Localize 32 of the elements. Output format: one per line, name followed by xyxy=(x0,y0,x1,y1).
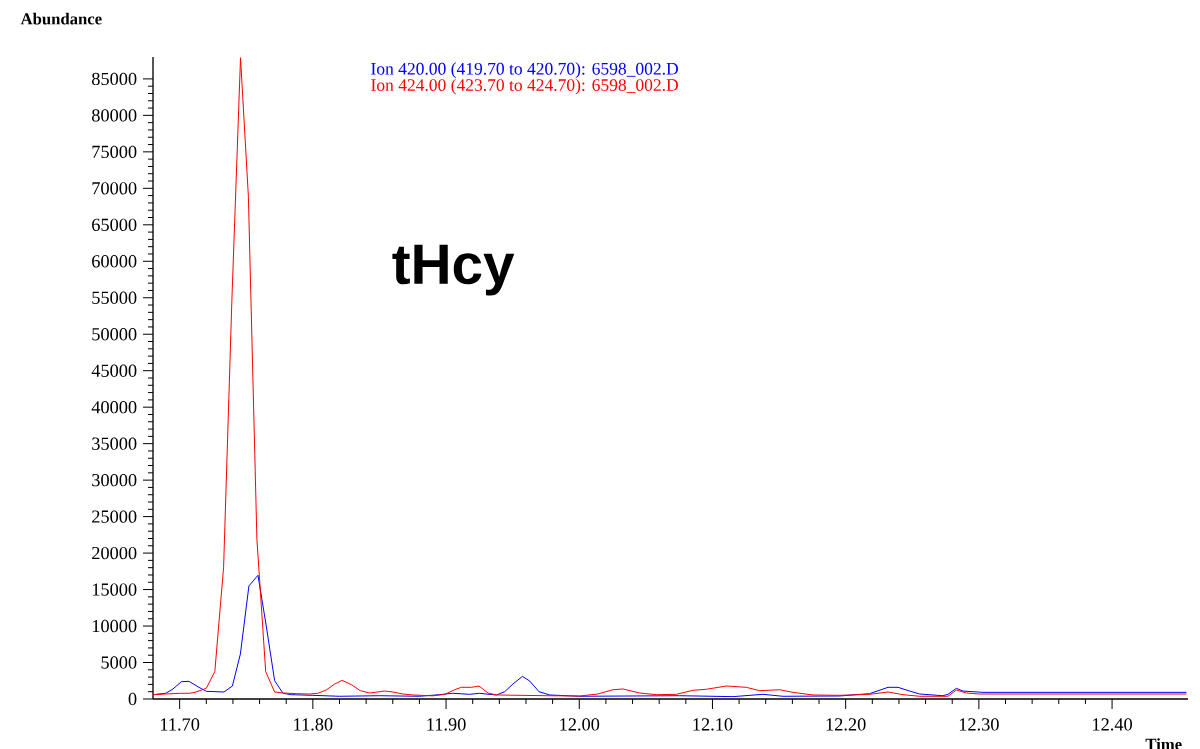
x-tick-label: 12.30 xyxy=(959,718,999,731)
x-tick-label: 12.10 xyxy=(693,718,733,731)
x-tick-label: 11.90 xyxy=(427,718,466,731)
y-tick-label: 65000 xyxy=(92,218,137,231)
x-tick-label: 11.70 xyxy=(160,718,200,731)
y-tick-label: 35000 xyxy=(92,437,137,450)
x-tick-label: 12.40 xyxy=(1093,718,1132,731)
x-axis-title: Time xyxy=(1145,738,1182,749)
x-tick-label: 12.00 xyxy=(560,718,600,731)
text: Ion 424.00 (423.70 to 424.70): 6598_002.D xyxy=(371,78,678,95)
y-tick-label: 75000 xyxy=(92,145,137,159)
y-tick-label: 5000 xyxy=(101,656,137,669)
y-tick-label: 85000 xyxy=(91,72,137,86)
y-tick-label: 25000 xyxy=(92,510,137,523)
text: Ion 420.00 (419.70 to 420.70): 6598_002.D xyxy=(371,62,678,79)
x-tick-label: 12.20 xyxy=(826,718,866,731)
y-tick-label: 20000 xyxy=(92,546,137,560)
annotation: tHcy xyxy=(392,244,515,296)
y-tick-label: 15000 xyxy=(92,583,137,596)
y-axis-title: Abundance xyxy=(20,12,102,25)
y-tick-label: 30000 xyxy=(92,473,137,487)
y-tick-label: 80000 xyxy=(91,109,137,122)
y-tick-label: 50000 xyxy=(92,328,137,341)
x-tick-label: 11.80 xyxy=(294,718,333,731)
y-tick-label: 60000 xyxy=(92,255,137,268)
y-tick-label: 45000 xyxy=(91,364,137,377)
y-tick-label: 10000 xyxy=(92,619,137,633)
line-series xyxy=(153,57,1187,697)
y-tick-label: 70000 xyxy=(92,182,137,195)
y-tick-label: 40000 xyxy=(91,401,137,414)
y-tick-label: 55000 xyxy=(92,291,137,304)
y-tick-label: 0 xyxy=(128,692,137,706)
